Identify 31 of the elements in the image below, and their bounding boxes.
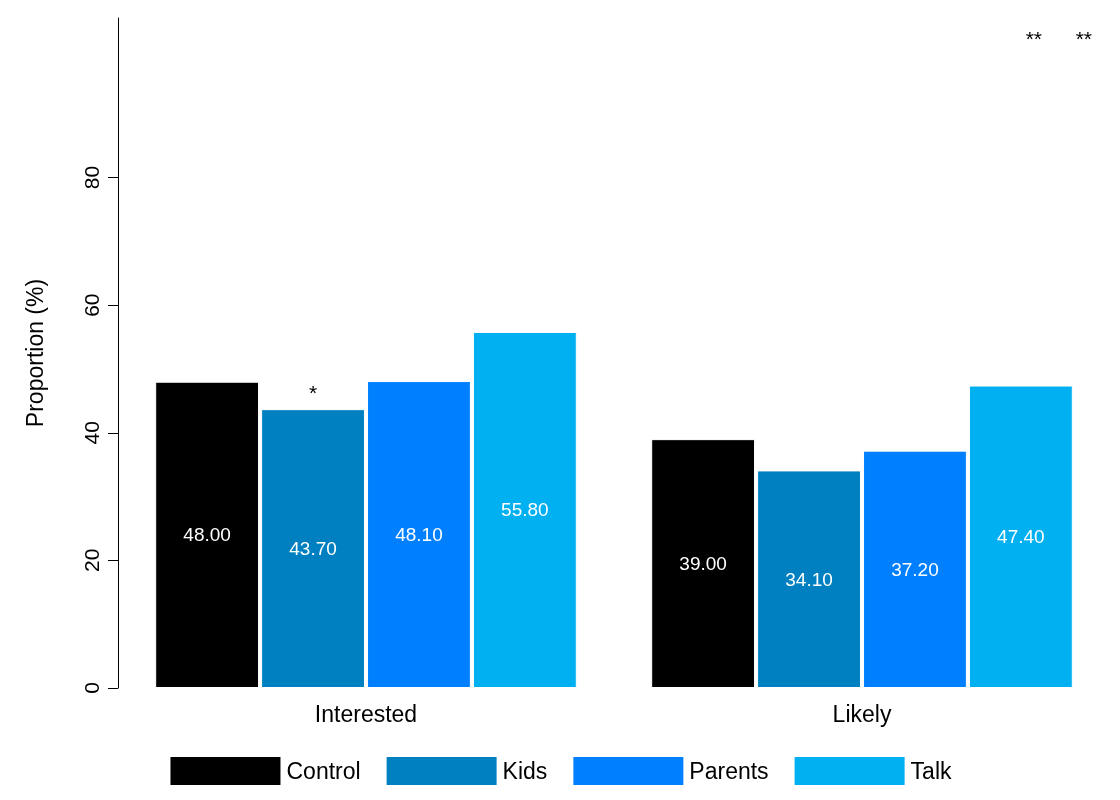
data-label: 37.20 [891, 558, 939, 580]
bar [155, 381, 260, 688]
data-label: 34.10 [785, 568, 833, 590]
y-tick-label: 60 [80, 293, 103, 317]
y-tick-label: 80 [80, 165, 103, 190]
data-label: 55.80 [501, 499, 549, 521]
annotation: ** [1075, 27, 1093, 50]
bar [863, 450, 967, 688]
x-tick-label: Likely [832, 700, 892, 727]
data-label: 43.70 [289, 538, 337, 560]
bar [367, 381, 471, 688]
y-tick-label: 40 [80, 421, 103, 445]
y-tick-label: 20 [80, 548, 103, 573]
y-tick-label: 0 [80, 682, 103, 694]
legend-label: Parents [689, 758, 769, 784]
bar [651, 439, 756, 688]
annotation: ** [1025, 27, 1043, 50]
bar [757, 470, 861, 688]
bar [472, 331, 577, 688]
data-label: 39.00 [679, 553, 727, 575]
annotation: * [308, 381, 318, 405]
data-label: 48.00 [183, 524, 231, 546]
data-label: 48.10 [395, 524, 443, 546]
bar [261, 409, 365, 688]
data-label: 47.40 [997, 526, 1045, 548]
legend-label: Control [286, 758, 361, 784]
legend-label: Talk [910, 758, 953, 784]
x-tick-label: Interested [314, 700, 418, 727]
legend-label: Kids [502, 758, 548, 784]
bar [968, 385, 1073, 688]
y-axis-title: Proportion (%) [21, 278, 48, 428]
